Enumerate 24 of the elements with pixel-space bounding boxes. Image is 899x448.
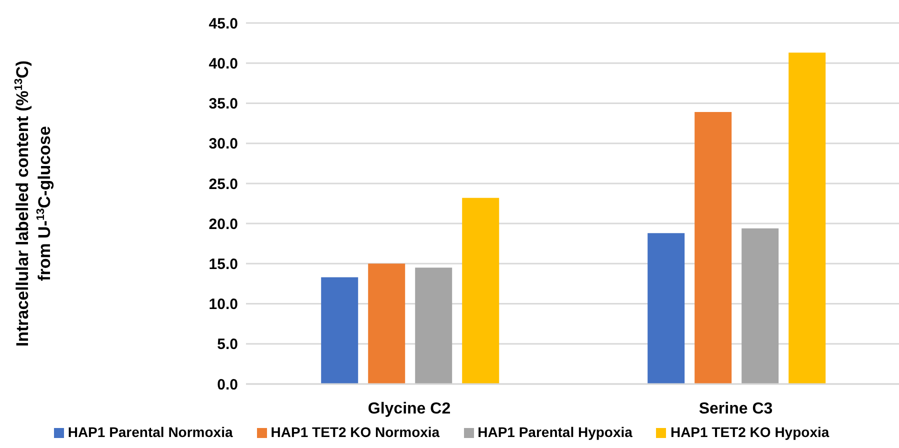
- y-tick-label: 35.0: [208, 96, 238, 113]
- y-tick-label: 20.0: [208, 216, 238, 233]
- y-tick-label: 15.0: [208, 256, 238, 273]
- legend-label: HAP1 TET2 KO Normoxia: [270, 424, 440, 440]
- bar: [788, 52, 826, 384]
- x-tick-label: Serine C3: [698, 400, 773, 418]
- bar: [742, 228, 779, 384]
- legend-label: HAP1 Parental Normoxia: [68, 424, 233, 440]
- bar: [462, 198, 500, 384]
- x-tick-label: Glycine C2: [368, 400, 451, 418]
- y-tick-label: 0.0: [217, 376, 238, 394]
- y-tick-label: 25.0: [208, 176, 238, 193]
- bar: [648, 233, 685, 384]
- legend-label: HAP1 TET2 KO Hypoxia: [670, 424, 830, 440]
- bar: [368, 264, 406, 384]
- bar: [415, 268, 452, 384]
- y-tick-label: 40.0: [208, 55, 238, 72]
- y-tick-label: 30.0: [208, 136, 238, 153]
- bar: [694, 112, 732, 384]
- y-tick-label: 10.0: [208, 296, 238, 314]
- y-tick-label: 5.0: [217, 336, 238, 354]
- bar: [321, 277, 358, 384]
- legend-label: HAP1 Parental Hypoxia: [478, 424, 632, 440]
- y-tick-label: 45.0: [208, 15, 238, 32]
